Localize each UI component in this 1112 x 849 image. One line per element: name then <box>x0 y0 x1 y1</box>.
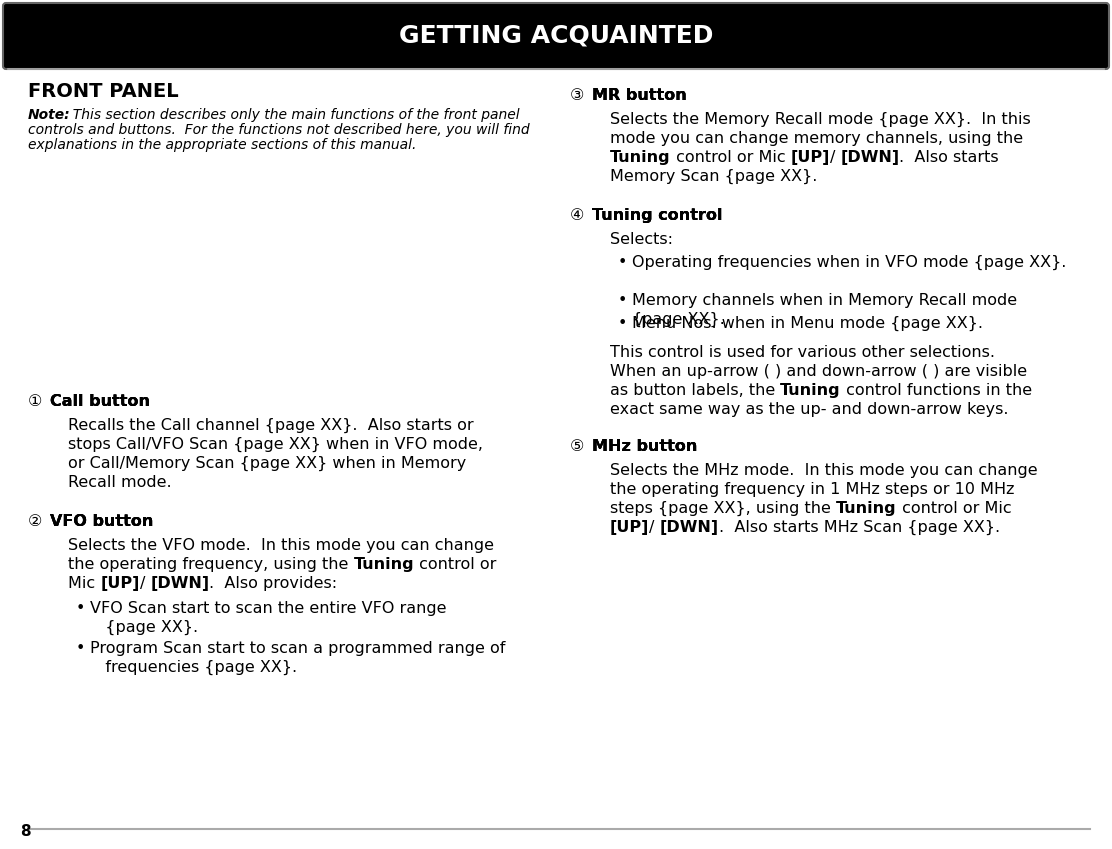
Text: FRONT PANEL: FRONT PANEL <box>28 82 179 101</box>
Text: This section describes only the main functions of the front panel: This section describes only the main fun… <box>64 108 519 122</box>
Text: This control is used for various other selections.: This control is used for various other s… <box>610 345 995 360</box>
Text: •: • <box>76 601 86 616</box>
Text: ②: ② <box>28 514 42 529</box>
Text: VFO Scan start to scan the entire VFO range: VFO Scan start to scan the entire VFO ra… <box>90 601 447 616</box>
Text: {page XX}.: {page XX}. <box>632 312 725 327</box>
Text: stops Call/VFO Scan {page XX} when in VFO mode,: stops Call/VFO Scan {page XX} when in VF… <box>68 437 483 453</box>
Text: Selects the MHz mode.  In this mode you can change: Selects the MHz mode. In this mode you c… <box>610 463 1037 478</box>
Text: •: • <box>618 316 627 331</box>
Text: •: • <box>76 641 86 656</box>
Text: [UP]: [UP] <box>100 576 140 591</box>
Text: /: / <box>830 150 841 165</box>
Text: the operating frequency in 1 MHz steps or 10 MHz: the operating frequency in 1 MHz steps o… <box>610 481 1014 497</box>
Text: GETTING ACQUAINTED: GETTING ACQUAINTED <box>399 23 713 47</box>
Text: control or Mic: control or Mic <box>896 501 1011 516</box>
Text: •: • <box>618 293 627 308</box>
Text: exact same way as the up- and down-arrow keys.: exact same way as the up- and down-arrow… <box>610 402 1009 417</box>
Text: mode you can change memory channels, using the: mode you can change memory channels, usi… <box>610 131 1023 146</box>
Text: control or: control or <box>414 557 496 572</box>
Text: [DWN]: [DWN] <box>841 150 900 165</box>
Text: Operating frequencies when in VFO mode {page XX}.: Operating frequencies when in VFO mode {… <box>632 255 1066 270</box>
Text: Selects the VFO mode.  In this mode you can change: Selects the VFO mode. In this mode you c… <box>68 538 494 553</box>
Text: .  Also starts: . Also starts <box>900 150 999 165</box>
Text: VFO button: VFO button <box>50 514 153 529</box>
Text: [DWN]: [DWN] <box>150 576 209 591</box>
Text: .  Also starts MHz Scan {page XX}.: . Also starts MHz Scan {page XX}. <box>719 520 1000 535</box>
Text: /: / <box>140 576 150 591</box>
Text: Mic: Mic <box>68 576 100 591</box>
Text: [DWN]: [DWN] <box>659 520 719 535</box>
Text: or Call/Memory Scan {page XX} when in Memory: or Call/Memory Scan {page XX} when in Me… <box>68 456 466 471</box>
Text: MR button: MR button <box>593 88 687 103</box>
Text: the operating frequency, using the: the operating frequency, using the <box>68 557 354 572</box>
Text: MR button: MR button <box>592 88 687 103</box>
Text: Menu Nos. when in Menu mode {page XX}.: Menu Nos. when in Menu mode {page XX}. <box>632 316 983 331</box>
Text: Recalls the Call channel {page XX}.  Also starts or: Recalls the Call channel {page XX}. Also… <box>68 418 474 433</box>
Text: Tuning control: Tuning control <box>593 208 723 223</box>
Text: MHz button: MHz button <box>592 439 697 454</box>
Text: 8: 8 <box>20 824 31 839</box>
Text: Memory Scan {page XX}.: Memory Scan {page XX}. <box>610 169 817 184</box>
Text: .  Also provides:: . Also provides: <box>209 576 337 591</box>
Text: frequencies {page XX}.: frequencies {page XX}. <box>90 660 297 675</box>
Text: explanations in the appropriate sections of this manual.: explanations in the appropriate sections… <box>28 138 416 152</box>
Text: ③: ③ <box>570 88 585 103</box>
Text: •: • <box>618 255 627 270</box>
Text: When an up-arrow ( ) and down-arrow ( ) are visible: When an up-arrow ( ) and down-arrow ( ) … <box>610 364 1027 379</box>
Text: Call button: Call button <box>50 394 150 409</box>
Text: MHz button: MHz button <box>593 439 697 454</box>
Text: Note:: Note: <box>28 108 71 122</box>
Text: controls and buttons.  For the functions not described here, you will find: controls and buttons. For the functions … <box>28 123 529 137</box>
Text: {page XX}.: {page XX}. <box>90 620 198 635</box>
Text: /: / <box>649 520 659 535</box>
Text: Memory channels when in Memory Recall mode: Memory channels when in Memory Recall mo… <box>632 293 1017 308</box>
Text: as button labels, the: as button labels, the <box>610 383 781 398</box>
Text: VFO button: VFO button <box>50 514 153 529</box>
Text: Call button: Call button <box>50 394 150 409</box>
Text: Selects:: Selects: <box>610 232 673 247</box>
Text: Selects the Memory Recall mode {page XX}.  In this: Selects the Memory Recall mode {page XX}… <box>610 112 1031 127</box>
Text: Tuning: Tuning <box>610 150 671 165</box>
Text: Tuning control: Tuning control <box>592 208 723 223</box>
Text: Tuning control: Tuning control <box>592 208 723 223</box>
FancyBboxPatch shape <box>3 3 1109 69</box>
Text: ④: ④ <box>570 208 585 223</box>
Text: control functions in the: control functions in the <box>841 383 1032 398</box>
Text: Tuning: Tuning <box>781 383 841 398</box>
Text: Tuning: Tuning <box>836 501 896 516</box>
Text: [UP]: [UP] <box>610 520 649 535</box>
Text: [UP]: [UP] <box>791 150 830 165</box>
Text: VFO button: VFO button <box>50 514 153 529</box>
Text: Program Scan start to scan a programmed range of: Program Scan start to scan a programmed … <box>90 641 505 656</box>
Text: ⑤: ⑤ <box>570 439 585 454</box>
Text: control or Mic: control or Mic <box>671 150 791 165</box>
Text: MR button: MR button <box>592 88 687 104</box>
Text: Tuning: Tuning <box>354 557 414 572</box>
Text: MHz button: MHz button <box>592 439 697 454</box>
Text: ①: ① <box>28 394 42 409</box>
Text: steps {page XX}, using the: steps {page XX}, using the <box>610 501 836 516</box>
Text: Recall mode.: Recall mode. <box>68 475 171 490</box>
Text: Call button: Call button <box>50 394 150 409</box>
